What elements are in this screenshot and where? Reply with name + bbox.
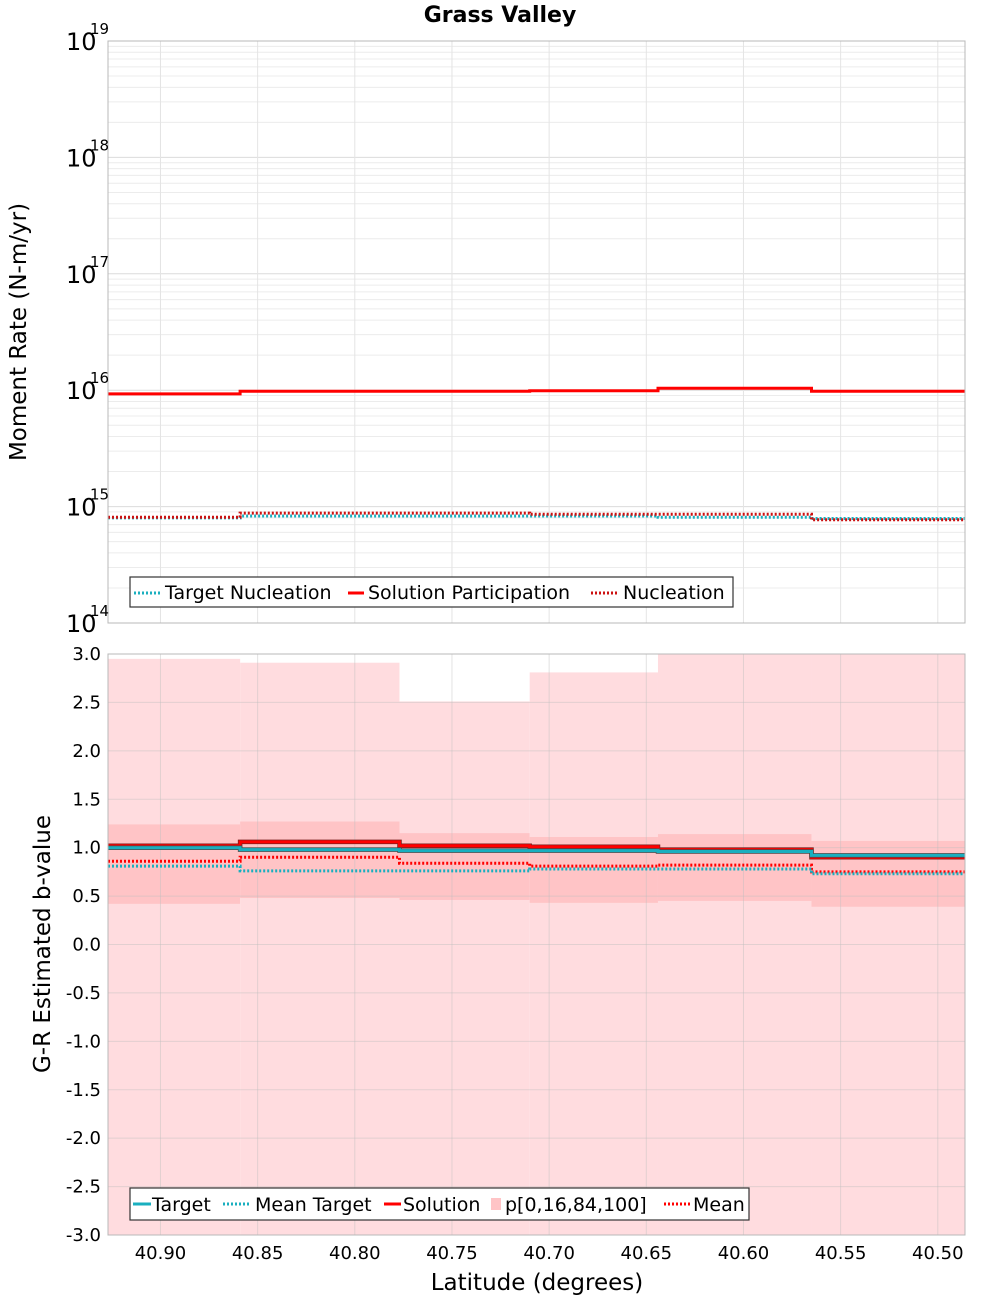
bottom-y-tick-label: 1.0 [72,838,101,859]
x-tick-label: 40.55 [815,1243,867,1264]
bottom-y-tick-label: -0.5 [66,983,101,1004]
x-tick-label: 40.90 [135,1243,187,1264]
bottom-y-tick-label: 1.5 [72,789,101,810]
bottom-y-axis-label: G-R Estimated b-value [30,815,56,1073]
top-y-tick-exponent: 14 [90,602,109,620]
top-series-solution-participation [108,386,965,396]
x-tick-label: 40.75 [426,1243,478,1264]
chart-title: Grass Valley [424,3,577,28]
top-y-tick-exponent: 18 [90,136,109,154]
legend-label-mean-target: Mean Target [255,1194,372,1216]
bottom-x-ticks: 40.90 40.85 40.80 40.75 40.70 40.65 40.60 40.55… [135,1243,964,1264]
legend-label-target-nucleation: Target Nucleation [164,582,332,604]
top-y-tick-base: 10 [66,494,97,522]
legend-label-mean: Mean [693,1194,745,1216]
top-series-nucleation [108,511,965,522]
legend-label-solution-participation: Solution Participation [368,582,570,604]
top-y-tick-exponent: 16 [90,369,109,387]
bottom-percentile-bands [108,654,965,1235]
top-legend: Target Nucleation Solution Participation… [129,576,734,608]
top-y-tick-base: 10 [66,377,97,405]
top-y-tick-base: 10 [66,144,97,172]
top-plot-frame [107,40,966,624]
top-legend-box [129,576,734,608]
top-y-tick-exponent: 15 [90,486,109,504]
bottom-y-tick-label: 3.0 [72,644,101,665]
percentile-band-outer [811,654,965,1235]
top-plot-background [108,41,965,623]
percentile-band-outer [657,654,812,1235]
bottom-y-tick-label: -2.5 [66,1177,101,1198]
top-grid [108,41,965,624]
bottom-series-target [108,846,965,857]
top-y-tick-exponent: 19 [90,20,109,38]
top-y-axis-label: Moment Rate (N-m/yr) [6,203,32,461]
x-tick-label: 40.60 [718,1243,770,1264]
percentile-band-inner [108,824,241,904]
x-tick-label: 40.80 [329,1243,381,1264]
bottom-y-tick-label: -2.0 [66,1128,101,1149]
percentile-band-outer [399,701,530,1235]
bottom-legend: Target Mean Target Solution p[0,16,84,10… [129,1187,750,1221]
bottom-y-tick-label: 2.5 [72,692,101,713]
legend-label-target: Target [151,1194,211,1216]
percentile-band-inner [399,833,530,900]
top-y-tick-base: 10 [66,261,97,289]
top-y-tick-base: 10 [66,610,97,638]
x-tick-label: 40.70 [523,1243,575,1264]
bottom-y-tick-label: 0.0 [72,935,101,956]
legend-label-solution: Solution [403,1194,480,1216]
percentile-band-outer [240,662,400,1235]
top-y-tick-exponent: 17 [90,253,109,271]
percentile-band-inner [240,821,400,899]
legend-swatch-percentile-band [491,1198,501,1210]
bottom-series-mean [108,855,965,874]
bottom-y-tick-label: -3.0 [66,1225,101,1246]
bottom-y-ticks: -3.0 -2.5 -2.0 -1.5 -1.0 -0.5 0.0 0.5 1.0 1.5 2.0 2… [66,644,101,1246]
x-tick-label: 40.85 [232,1243,284,1264]
percentile-band-outer [108,658,241,1235]
bottom-series-group [108,839,965,876]
legend-label-percentile-band: p[0,16,84,100] [505,1194,647,1216]
bottom-plot-frame [107,653,966,1236]
percentile-band-outer [529,672,658,1235]
bottom-panel: -3.0 -2.5 -2.0 -1.5 -1.0 -0.5 0.0 0.5 1.0 1.5 2.0 2… [30,644,966,1296]
legend-label-nucleation: Nucleation [623,582,725,604]
bottom-y-tick-label: -1.5 [66,1080,101,1101]
x-tick-label: 40.50 [912,1243,964,1264]
top-series-group [108,386,965,522]
top-y-tick-base: 10 [66,28,97,56]
bottom-y-tick-label: 0.5 [72,886,101,907]
x-tick-label: 40.65 [621,1243,673,1264]
bottom-series-mean-target [108,864,965,876]
bottom-y-tick-label: 2.0 [72,741,101,762]
bottom-y-tick-label: -1.0 [66,1031,101,1052]
x-axis-label: Latitude (degrees) [431,1270,644,1296]
bottom-legend-box [129,1187,750,1221]
